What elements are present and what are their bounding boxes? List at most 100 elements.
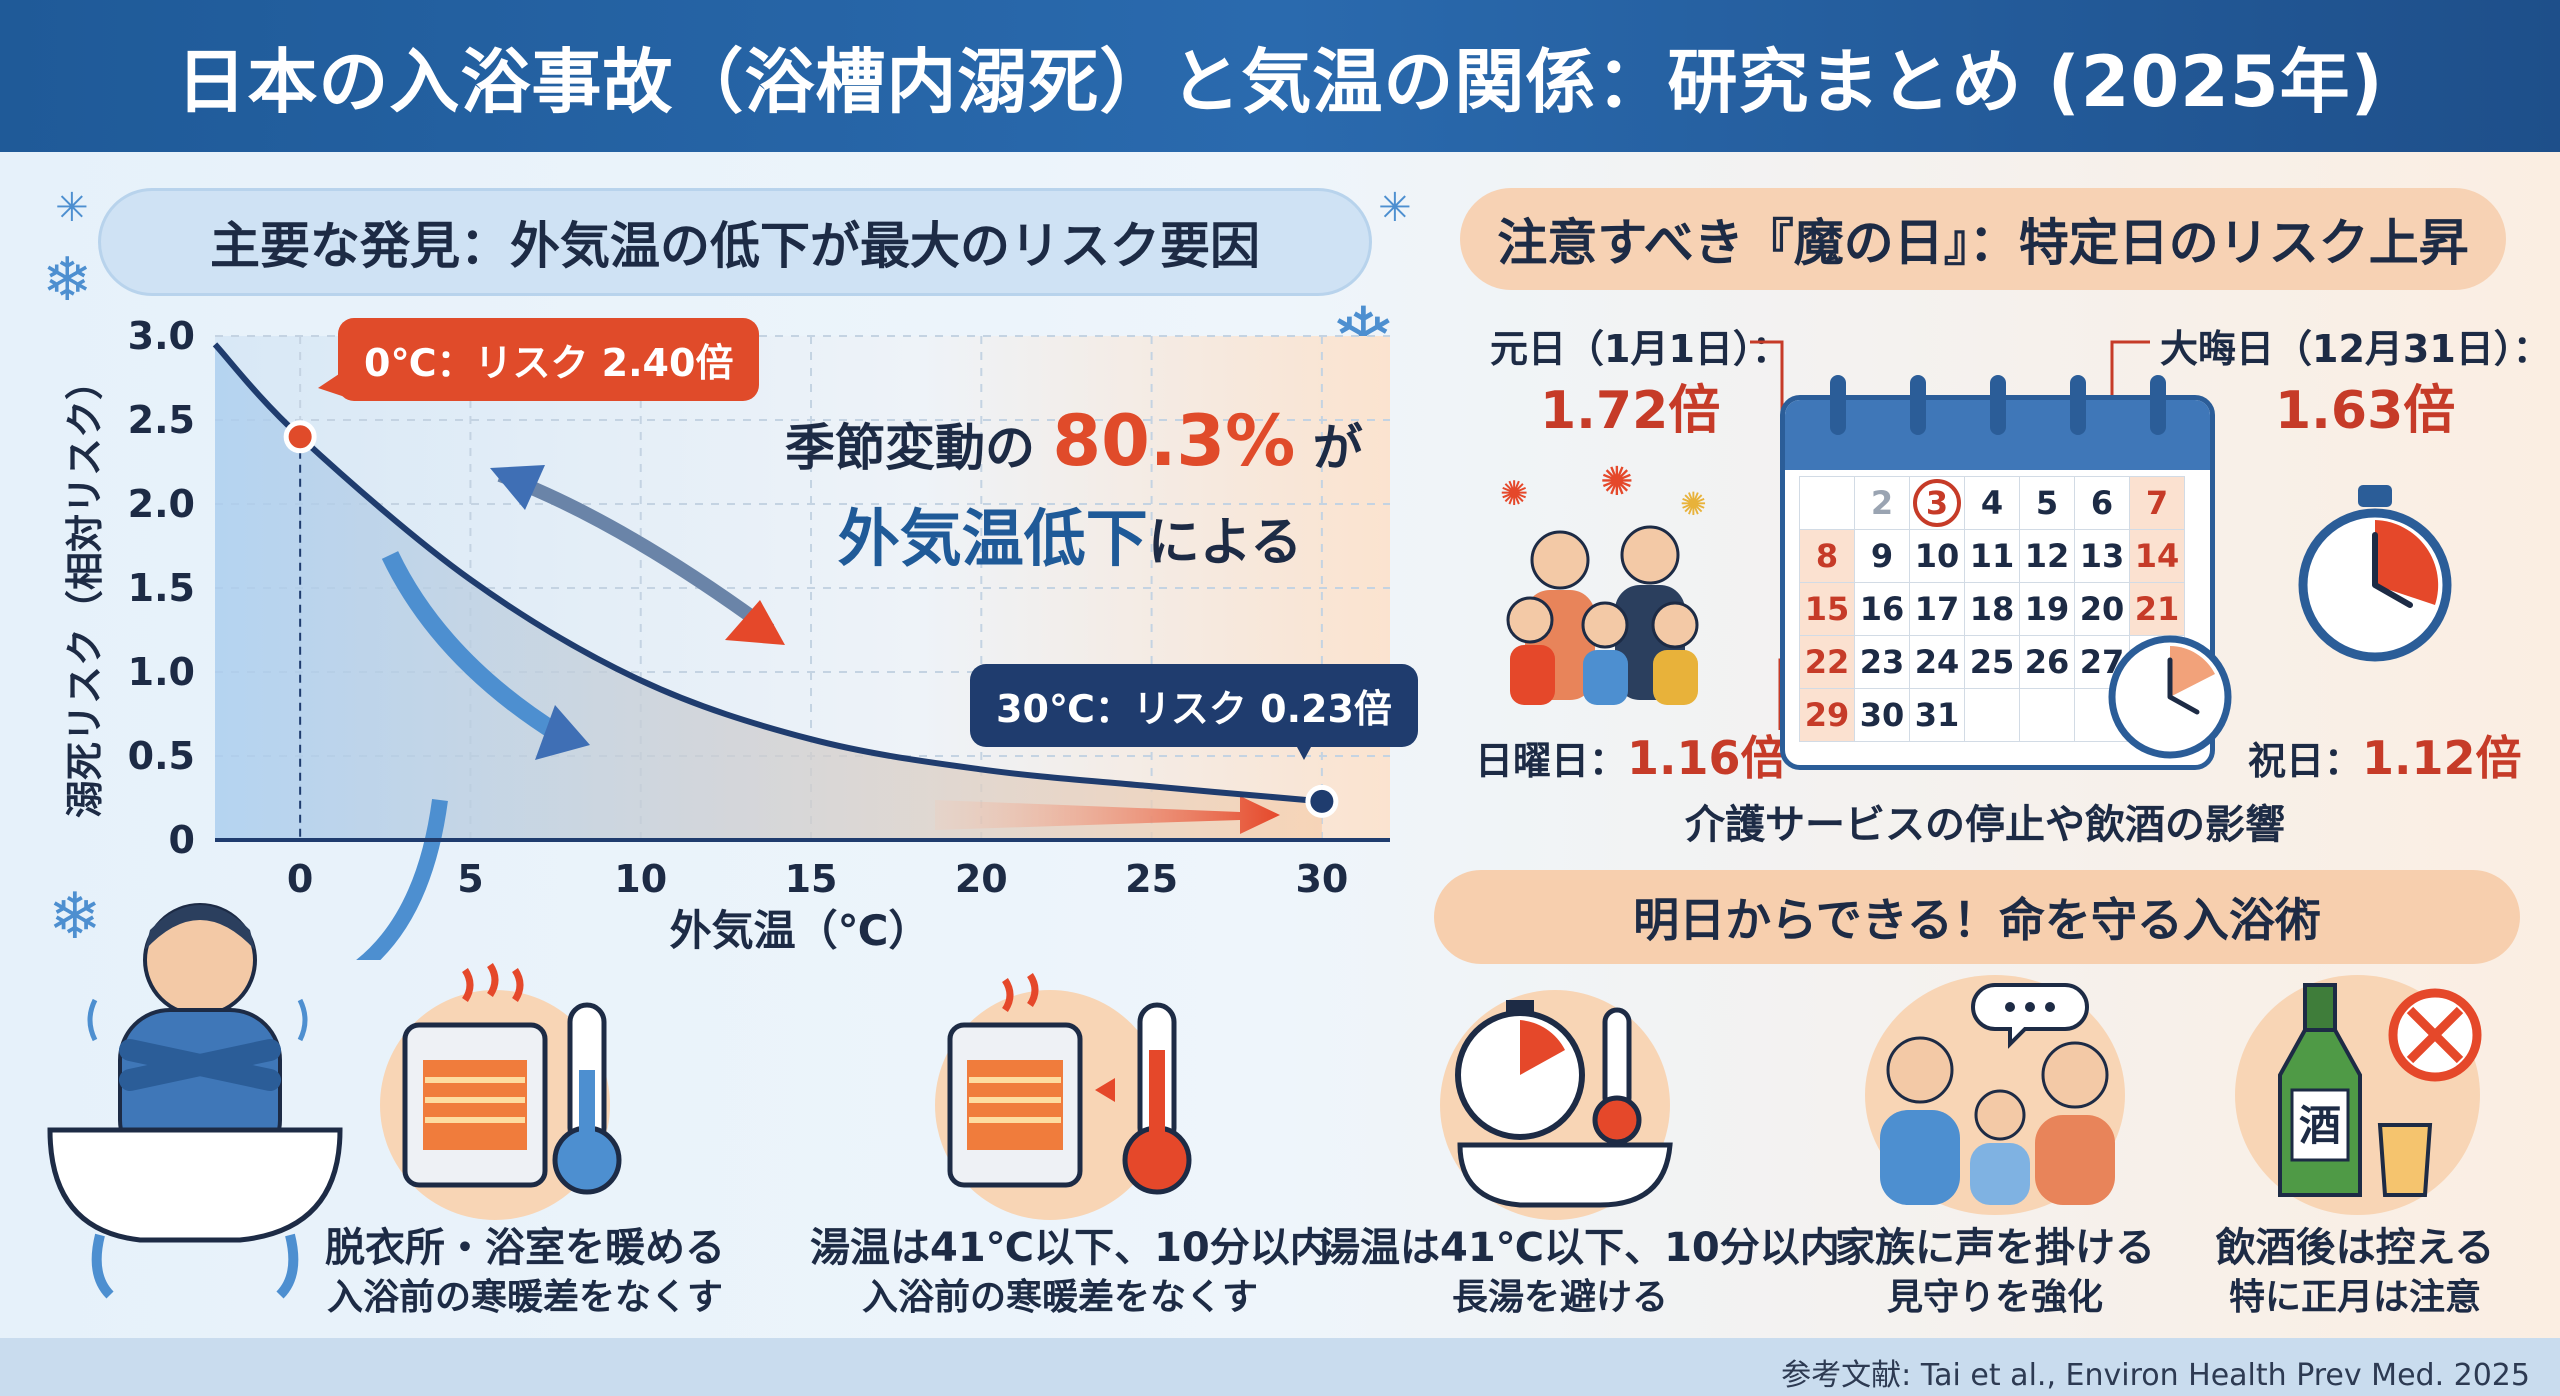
double-arrow-head-left — [490, 465, 545, 510]
risk-chart: 0 5 10 15 20 25 30 3.02.52.01.51.00.50 外気温（℃） … — [63, 314, 1390, 960]
calendar-ring — [2070, 375, 2086, 435]
calendar-day: 13 — [2074, 529, 2130, 583]
point-low-temp — [283, 420, 317, 454]
down-arrow-head — [535, 705, 590, 760]
y-tick-label: 0.5 — [128, 734, 195, 778]
y-tick-label: 3.0 — [128, 314, 195, 358]
stat-value: 80.3% — [1052, 400, 1296, 482]
bathing-tips-title: 明日からできる！命を守る入浴術 — [1434, 870, 2520, 964]
calendar-day: 14 — [2129, 529, 2185, 583]
risk-days-title: 注意すべき『魔の日』：特定日のリスク上昇 — [1460, 188, 2506, 290]
risk-days-caption: 介護サービスの停止や飲酒の影響 — [1685, 802, 2285, 848]
calendar-day: 19 — [2019, 582, 2075, 636]
snowflake-icon: ✳ — [1378, 185, 1412, 231]
x-axis-label: 外気温（℃） — [670, 906, 931, 955]
snowflake-icon: ❄ — [48, 880, 102, 954]
calendar-day: 15 — [1799, 582, 1855, 636]
calendar-week: 15 16 17 18 19 20 21 — [1799, 582, 2185, 636]
tip-bath-time-sub: 長湯を避ける — [1451, 1277, 1668, 1318]
page-title: 日本の入浴事故（浴槽内溺死）と気温の関係：研究まとめ (2025年) — [0, 0, 2560, 152]
curve-arrow — [355, 798, 448, 960]
sunday-value: 1.16倍 — [1627, 731, 1787, 785]
x-tick-label: 15 — [785, 857, 838, 901]
new-year-label: 元日（1月1日）： — [1490, 327, 1790, 371]
new-years-eve-value: 1.63倍 — [2275, 381, 2456, 441]
holiday-label: 祝日：1.12倍 — [2248, 722, 2522, 788]
calendar-day: 29 — [1799, 688, 1855, 742]
tip-warm-room-title: 脱衣所・浴室を暖める — [325, 1225, 725, 1271]
calendar-week: 22 23 24 25 26 27 — [1799, 635, 2185, 689]
svg-text:✺: ✺ — [1600, 465, 1634, 505]
tip-water-temp-sub: 入浴前の寒暖差をなくす — [861, 1277, 1258, 1318]
x-tick-label: 25 — [1125, 857, 1178, 901]
snowflake-icon: ❄ — [42, 245, 93, 315]
stopwatch-icon — [2298, 485, 2452, 662]
x-tick-label: 0 — [287, 857, 313, 901]
new-years-eve-label: 大晦日（12月31日）： — [2160, 327, 2551, 371]
snowflake-icon: ✳ — [55, 185, 89, 231]
calendar-day: 8 — [1799, 529, 1855, 583]
calendar-day: 23 — [1854, 635, 1910, 689]
family-celebration-illustration: ✺ ✺ ✺ — [1500, 465, 1707, 705]
risk-line — [212, 342, 1323, 805]
stat-text: 季節変動の 80.3% が 外気温低下による — [785, 400, 1363, 578]
y-tick-label: 1.5 — [128, 566, 195, 610]
reference-text: 参考文献: Tai et al., Environ Health Prev Me… — [1781, 1358, 2530, 1393]
tip-water-temp-title: 湯温は41℃以下、10分以内 — [810, 1225, 1330, 1271]
calendar-day: 2 — [1854, 476, 1910, 530]
y-tick-label: 0 — [169, 818, 195, 862]
calendar-day — [1799, 476, 1855, 530]
sake-bottle-icon: 酒 — [2278, 983, 2482, 1197]
callout-high-temp: 30℃：リスク 0.23倍 — [970, 664, 1418, 747]
calendar-day: 20 — [2074, 582, 2130, 636]
risk-area — [215, 344, 1322, 840]
svg-text:✺: ✺ — [1680, 485, 1707, 523]
family-talk-icon — [1880, 983, 2115, 1205]
x-tick-label: 5 — [457, 857, 483, 901]
y-axis-label: 溺死リスク（相対リスク） — [63, 362, 107, 818]
y-tick-label: 1.0 — [128, 650, 195, 694]
footer-bar — [0, 1338, 2560, 1396]
stat-suffix: が — [1295, 419, 1363, 477]
heater-icon — [402, 963, 622, 1195]
x-tick-label: 20 — [955, 857, 1008, 901]
calendar-day: 4 — [1964, 476, 2020, 530]
svg-text:✺: ✺ — [1500, 474, 1529, 514]
stat-cause: 外気温低下 — [837, 502, 1148, 575]
tip-bath-time-title: 湯温は41℃以下、10分以内 — [1320, 1225, 1840, 1271]
clock-icon — [2108, 635, 2232, 759]
calendar-day: 25 — [1964, 635, 2020, 689]
holiday-value: 1.12倍 — [2362, 731, 2522, 785]
calendar-day: 12 — [2019, 529, 2075, 583]
callout-high-pointer — [1290, 734, 1318, 760]
calendar-day: 11 — [1964, 529, 2020, 583]
callout-low-pointer — [318, 368, 348, 398]
y-tick-label: 2.0 — [128, 482, 195, 526]
calendar-day: 3 — [1909, 476, 1965, 530]
calendar-day: 5 — [2019, 476, 2075, 530]
calendar-day: 30 — [1854, 688, 1910, 742]
tip-warm-room-sub: 入浴前の寒暖差をなくす — [326, 1277, 723, 1318]
calendar-day — [2019, 688, 2075, 742]
stat-prefix: 季節変動の — [785, 419, 1053, 477]
down-arrow — [381, 551, 565, 743]
calendar-day: 7 — [2129, 476, 2185, 530]
tip-alcohol-sub: 特に正月は注意 — [2228, 1277, 2481, 1318]
cold-bather-illustration — [47, 903, 343, 1299]
y-tick-label: 2.5 — [128, 398, 195, 442]
stat-cause-suffix: による — [1147, 513, 1303, 573]
sake-label: 酒 — [2299, 1101, 2341, 1150]
calendar-day: 9 — [1854, 529, 1910, 583]
tip-family-title: 家族に声を掛ける — [1835, 1225, 2155, 1271]
new-year-value: 1.72倍 — [1540, 381, 1721, 441]
calendar-ring — [1830, 375, 1846, 435]
heater-thermometer-icon — [947, 973, 1192, 1195]
calendar-day — [1964, 688, 2020, 742]
calendar-day: 17 — [1909, 582, 1965, 636]
holiday-label-text: 祝日： — [2248, 739, 2363, 783]
calendar-day: 6 — [2074, 476, 2130, 530]
calendar-day: 10 — [1909, 529, 1965, 583]
calendar-week: 8 9 10 11 12 13 14 — [1799, 529, 2185, 583]
timer-bath-icon — [1455, 1000, 1673, 1208]
